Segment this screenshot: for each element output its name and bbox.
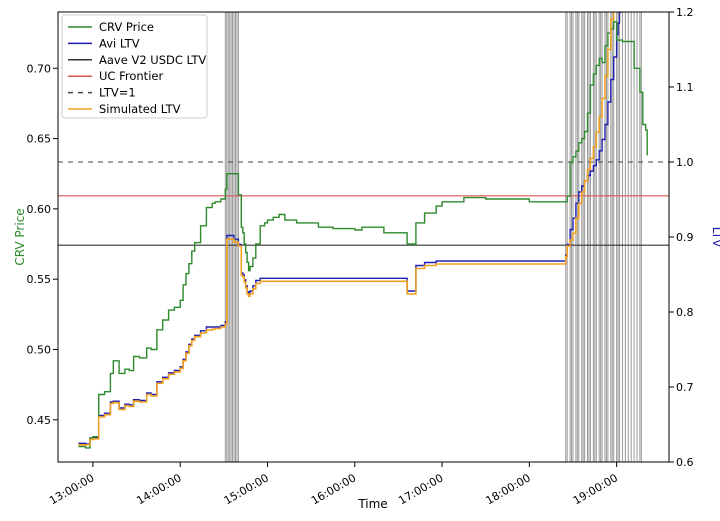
y-left-tick-label-0: 0.45 xyxy=(27,414,52,427)
legend-entry-4: LTV=1 xyxy=(99,86,136,100)
y-axis-right-label: LTV xyxy=(710,227,720,248)
y-left-tick-label-1: 0.50 xyxy=(27,344,52,357)
legend-entry-1: Avi LTV xyxy=(99,36,140,50)
series-line-simulated-ltv xyxy=(78,12,615,446)
y-left-tick-label-3: 0.60 xyxy=(27,203,52,216)
legend-box xyxy=(61,14,208,119)
series-lines xyxy=(58,12,669,449)
y-right-tick-label-3: 0.9 xyxy=(676,231,694,244)
legend: CRV Price Avi LTV Aave V2 USDC LTV UC Front… xyxy=(61,14,208,119)
legend-entry-3: UC Frontier xyxy=(99,69,163,83)
y-right-tick-label-2: 0.8 xyxy=(676,306,694,319)
y-right-tick-label-4: 1.0 xyxy=(676,156,694,169)
y-axis-right: 0.6 0.7 0.8 0.9 1.0 1.1 1.2 xyxy=(669,6,694,469)
y-right-tick-label-6: 1.2 xyxy=(676,6,694,19)
series-line-crv-price xyxy=(78,21,648,449)
x-axis-label: Time xyxy=(357,497,387,511)
legend-entry-0: CRV Price xyxy=(99,20,154,34)
y-left-tick-label-5: 0.70 xyxy=(27,62,52,75)
event-lines xyxy=(224,12,642,462)
legend-entry-5: Simulated LTV xyxy=(99,102,181,116)
y-right-tick-label-1: 0.7 xyxy=(676,381,694,394)
y-axis-left: 0.45 0.50 0.55 0.60 0.65 0.70 xyxy=(27,62,58,427)
y-left-tick-label-2: 0.55 xyxy=(27,273,52,286)
legend-entry-2: Aave V2 USDC LTV xyxy=(99,53,206,67)
y-left-tick-label-4: 0.65 xyxy=(27,133,52,146)
y-axis-left-label: CRV Price xyxy=(13,208,27,265)
y-right-tick-label-0: 0.6 xyxy=(676,456,694,469)
y-right-tick-label-5: 1.1 xyxy=(676,81,694,94)
